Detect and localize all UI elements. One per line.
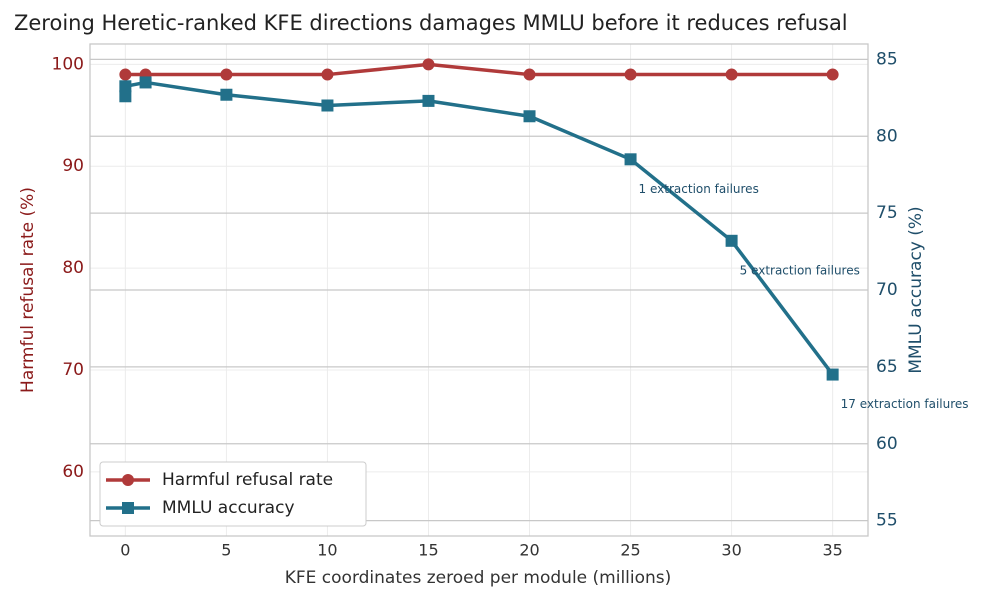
marker xyxy=(422,58,435,71)
x-tick-label: 25 xyxy=(620,541,640,560)
marker xyxy=(321,99,334,112)
marker xyxy=(725,234,738,247)
marker xyxy=(725,68,738,81)
legend-marker xyxy=(122,474,134,486)
marker xyxy=(139,76,152,89)
y2-tick-label: 85 xyxy=(876,49,898,69)
x-tick-label: 15 xyxy=(418,541,438,560)
x-tick-label: 10 xyxy=(317,541,337,560)
marker xyxy=(624,68,637,81)
y2-tick-label: 80 xyxy=(876,126,898,146)
legend-marker xyxy=(122,502,134,514)
annotation: 17 extraction failures xyxy=(841,397,969,411)
annotation: 5 extraction failures xyxy=(740,263,860,277)
y2-tick-label: 70 xyxy=(876,280,898,300)
x-tick-label: 5 xyxy=(221,541,231,560)
x-tick-label: 30 xyxy=(721,541,741,560)
marker xyxy=(826,68,839,81)
plot-frame xyxy=(89,43,869,537)
y2-tick-label: 65 xyxy=(876,357,898,377)
marker xyxy=(220,68,233,81)
y-tick-label: 70 xyxy=(62,360,84,380)
marker xyxy=(119,80,132,93)
marker xyxy=(119,68,132,81)
y2-tick-label: 55 xyxy=(876,511,898,531)
marker xyxy=(826,368,839,381)
legend-label: Harmful refusal rate xyxy=(162,470,333,490)
y-tick-label: 90 xyxy=(62,156,84,176)
marker xyxy=(523,68,536,81)
marker xyxy=(119,90,132,103)
chart-title: Zeroing Heretic-ranked KFE directions da… xyxy=(14,11,848,35)
legend-box xyxy=(99,461,367,527)
x-tick-label: 20 xyxy=(519,541,539,560)
x-axis-label: KFE coordinates zeroed per module (milli… xyxy=(285,568,672,588)
y2-tick-label: 75 xyxy=(876,203,898,223)
y-tick-label: 100 xyxy=(52,54,84,74)
x-tick-label: 0 xyxy=(120,541,130,560)
y2-axis-label: MMLU accuracy (%) xyxy=(906,206,926,373)
marker xyxy=(321,68,334,81)
y-tick-label: 80 xyxy=(62,258,84,278)
x-tick-label: 35 xyxy=(822,541,842,560)
marker xyxy=(523,110,536,123)
annotation: 1 extraction failures xyxy=(639,182,759,196)
y-axis-label: Harmful refusal rate (%) xyxy=(18,187,38,393)
marker xyxy=(220,88,233,101)
legend-label: MMLU accuracy xyxy=(162,498,295,518)
series-line xyxy=(123,80,835,376)
y-tick-label: 60 xyxy=(62,462,84,482)
marker xyxy=(422,94,435,107)
y2-tick-label: 60 xyxy=(876,434,898,454)
marker xyxy=(624,153,637,166)
